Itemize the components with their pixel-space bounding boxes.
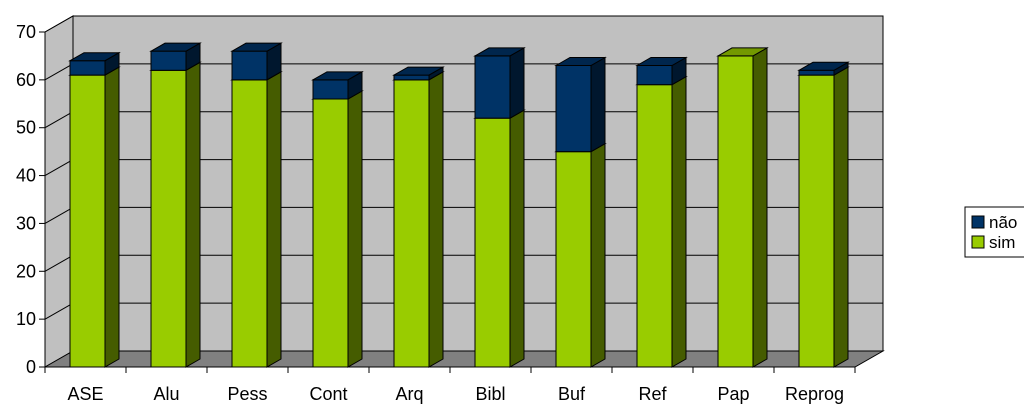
legend-swatch-sim: [971, 235, 985, 249]
gridline-side: [44, 302, 74, 320]
bar-front: [474, 55, 511, 119]
x-tick-label: Pap: [717, 384, 749, 404]
x-tick-label: Ref: [638, 384, 667, 404]
bar-side: [428, 70, 444, 368]
bar-sim: [311, 90, 364, 368]
y-tick-label: 70: [16, 22, 36, 42]
bar-top: [554, 57, 607, 66]
bar-sim: [554, 142, 607, 368]
bar-top: [473, 47, 526, 57]
y-tick-label: 10: [16, 309, 36, 329]
bar-front: [393, 79, 430, 368]
bar-não: [392, 66, 445, 81]
bar-front: [393, 74, 430, 81]
x-tick-label: Buf: [558, 384, 586, 404]
bar-não: [149, 42, 202, 72]
bar-front: [312, 98, 349, 368]
bar-sim: [635, 75, 688, 368]
legend-box: [964, 206, 1024, 258]
bar-front: [312, 79, 349, 100]
bar-front: [231, 50, 268, 81]
bar-front: [798, 69, 835, 76]
bar-front: [636, 65, 673, 86]
bar-sim: [392, 70, 445, 368]
bar-top: [68, 52, 121, 62]
bar-top: [149, 42, 202, 52]
legend-label-não: não: [989, 213, 1017, 232]
bar-front: [636, 84, 673, 368]
bar-sim: [716, 47, 769, 368]
bar-side: [509, 47, 525, 120]
bar-side: [266, 70, 282, 368]
bar-top: [797, 61, 850, 71]
bar-não: [68, 51, 121, 76]
bar-side: [833, 66, 849, 368]
bar-não: [230, 42, 283, 81]
bar-side: [509, 109, 525, 368]
gridline-side: [44, 111, 74, 129]
y-tick-label: 50: [16, 118, 36, 138]
y-tick-label: 30: [16, 213, 36, 233]
bar-front: [798, 74, 835, 368]
bar-front: [69, 60, 106, 76]
x-tick-label: Bibl: [475, 384, 505, 404]
bar-side: [590, 56, 606, 153]
side-wall: [44, 15, 74, 368]
bar-front: [231, 79, 268, 368]
bar-front: [717, 55, 754, 368]
bar-side: [752, 47, 768, 368]
bar-não: [635, 56, 688, 86]
bar-side: [590, 142, 606, 368]
y-tick-label: 60: [16, 70, 36, 90]
x-tick-label: Alu: [153, 384, 179, 404]
bar-front: [150, 69, 187, 368]
bar-front: [555, 151, 592, 368]
y-tick-label: 0: [26, 357, 36, 377]
bar-não: [797, 61, 850, 76]
bar-front: [555, 65, 592, 153]
bar-top: [230, 42, 283, 52]
gridline-side: [44, 159, 74, 177]
bar-top: [392, 66, 445, 76]
legend-label-sim: sim: [989, 233, 1015, 252]
y-tick-label: 40: [16, 166, 36, 186]
gridline-side: [44, 15, 74, 33]
bar-sim: [473, 109, 526, 368]
x-tick-label: Cont: [309, 384, 347, 404]
bar-não: [473, 47, 526, 120]
bar-side: [671, 75, 687, 368]
x-tick-label: ASE: [67, 384, 103, 404]
gridline-side: [44, 206, 74, 224]
legend-swatch-não: [971, 215, 985, 229]
bar-não: [554, 56, 607, 153]
bar-side: [185, 61, 201, 368]
bar-sim: [68, 66, 121, 368]
y-tick-label: 20: [16, 261, 36, 281]
bar-sim: [149, 61, 202, 368]
bar-side: [347, 90, 363, 368]
bar-sim: [230, 70, 283, 368]
bar-top: [635, 57, 688, 66]
bar-sim: [797, 66, 850, 368]
x-tick-label: Pess: [227, 384, 267, 404]
bar-top: [311, 71, 364, 81]
x-tick-label: Reprog: [785, 384, 844, 404]
gridline-side: [44, 254, 74, 272]
gridline-side: [44, 63, 74, 81]
bar-front: [474, 117, 511, 368]
bar-side: [104, 66, 120, 368]
bar-top: [716, 47, 769, 57]
bar-front: [150, 50, 187, 71]
x-tick-label: Arq: [395, 384, 423, 404]
bar-front: [69, 74, 106, 368]
bar-não: [311, 70, 364, 100]
